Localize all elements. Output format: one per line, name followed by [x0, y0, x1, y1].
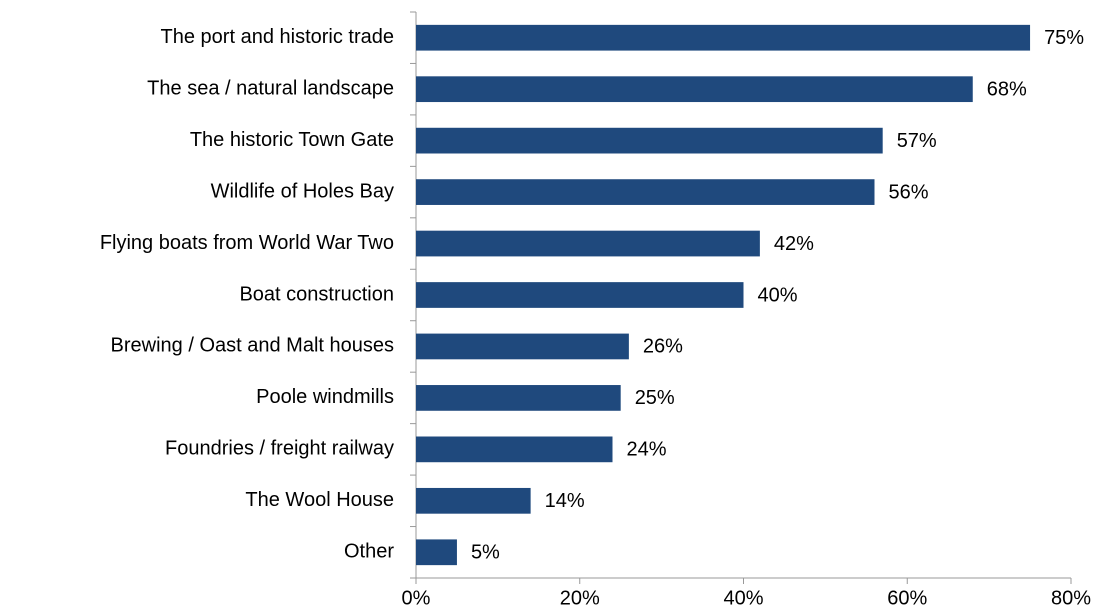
y-tick-label: Foundries / freight railway [165, 438, 394, 460]
x-tick-label: 20% [560, 587, 600, 608]
x-tick-label: 60% [887, 587, 927, 608]
bar [416, 436, 613, 463]
bar [416, 127, 883, 154]
data-label: 14% [545, 490, 585, 512]
y-tick-label: The historic Town Gate [190, 129, 394, 151]
bar [416, 333, 629, 360]
bar [416, 179, 875, 205]
data-label: 25% [635, 387, 675, 409]
bar [416, 282, 744, 308]
bar [416, 487, 531, 514]
y-tick-label: The sea / natural landscape [147, 77, 394, 99]
data-label: 24% [627, 439, 667, 461]
x-tick-label: 0% [402, 587, 431, 608]
x-tick-label: 40% [723, 587, 763, 608]
y-tick-label: Flying boats from World War Two [100, 232, 394, 254]
data-label: 68% [987, 78, 1027, 100]
y-tick-label: The port and historic trade [161, 26, 394, 48]
bar [416, 230, 760, 257]
data-label: 56% [889, 181, 929, 203]
data-label: 26% [643, 336, 683, 358]
y-tick-label: The Wool House [245, 489, 394, 511]
bar [416, 385, 621, 411]
data-label: 57% [897, 130, 937, 152]
data-label: 75% [1044, 27, 1084, 49]
data-label: 40% [758, 284, 798, 306]
x-tick-label: 80% [1051, 587, 1091, 608]
bar [416, 539, 457, 566]
y-tick-label: Poole windmills [256, 386, 394, 408]
data-label: 42% [774, 233, 814, 255]
y-tick-label: Other [344, 541, 394, 563]
y-tick-label: Brewing / Oast and Malt houses [111, 335, 394, 357]
data-label: 5% [471, 542, 500, 564]
bar [416, 24, 1031, 51]
y-tick-label: Wildlife of Holes Bay [211, 180, 394, 202]
bar [416, 76, 973, 103]
y-tick-label: Boat construction [239, 283, 394, 305]
